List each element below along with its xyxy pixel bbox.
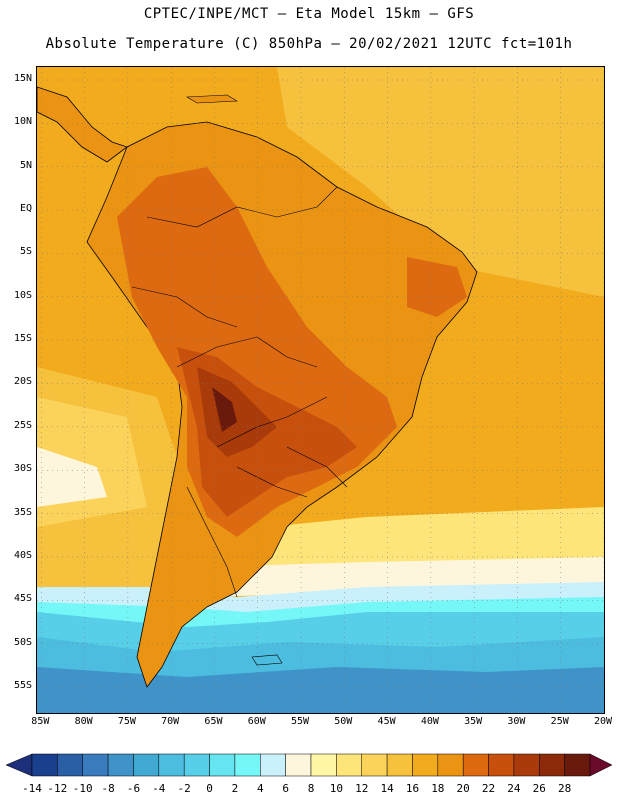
lon-label: 50W xyxy=(334,716,353,727)
legend-label: 6 xyxy=(282,782,289,795)
legend-swatch xyxy=(564,753,591,777)
legend-label: -14 xyxy=(22,782,42,795)
legend-swatch xyxy=(57,753,83,777)
country-borders xyxy=(131,186,348,598)
lon-label: 25W xyxy=(550,716,569,727)
lon-label: 20W xyxy=(593,716,613,727)
central-america xyxy=(37,86,128,163)
legend-colorbar xyxy=(5,753,613,777)
lon-label: 75W xyxy=(117,716,136,727)
legend-swatch xyxy=(158,753,185,777)
map-panel xyxy=(36,66,605,714)
legend-swatch xyxy=(336,753,362,777)
legend-label: 18 xyxy=(431,782,445,795)
lon-label: 40W xyxy=(420,716,439,727)
lat-label: 15N xyxy=(13,73,32,84)
pacific-band-8 xyxy=(37,447,107,507)
color-legend: -14 -12 -10 -8 -6 -4 -2 0 2 4 6 8 10 12 14 16 18 20 22 24 26… xyxy=(0,748,618,800)
legend-swatch xyxy=(82,753,109,777)
legend-label: 2 xyxy=(231,782,239,795)
legend-label: 8 xyxy=(307,782,315,795)
lon-label: 65W xyxy=(204,716,223,727)
lat-label: 10S xyxy=(13,289,32,301)
lat-label: 5N xyxy=(19,159,32,171)
legend-swatch xyxy=(285,753,312,777)
lat-label: 35S xyxy=(13,506,32,518)
legend-swatch xyxy=(488,753,515,777)
legend-swatch xyxy=(437,753,464,777)
legend-label: -10 xyxy=(72,782,93,795)
legend-swatch xyxy=(310,753,337,777)
legend-label: -8 xyxy=(101,782,115,795)
falkland-islands xyxy=(251,654,283,666)
lat-label: 25S xyxy=(13,419,32,431)
legend-swatch xyxy=(107,753,134,777)
lat-label: 40S xyxy=(13,549,32,561)
legend-label: 22 xyxy=(481,782,496,795)
lat-label: 50S xyxy=(13,636,32,648)
lat-label: 5S xyxy=(19,246,32,258)
land-band-26 xyxy=(197,367,277,457)
legend-swatch xyxy=(513,753,540,777)
lat-label: 55S xyxy=(13,679,32,691)
legend-swatch xyxy=(361,753,388,777)
lon-label: 60W xyxy=(247,716,266,727)
legend-label: 24 xyxy=(507,782,521,795)
legend-swatch xyxy=(462,753,489,777)
lon-label: 85W xyxy=(31,716,50,727)
legend-swatch xyxy=(260,753,286,777)
legend-label: 0 xyxy=(206,782,213,795)
lon-label: 45W xyxy=(377,716,396,727)
atlantic-warm-band xyxy=(277,67,604,297)
land-band-28 xyxy=(212,387,237,432)
legend-swatch xyxy=(183,753,210,777)
lon-label: 70W xyxy=(161,716,180,727)
lat-label: 20S xyxy=(13,376,32,388)
lon-label: 80W xyxy=(74,716,93,727)
legend-label: -6 xyxy=(126,782,141,795)
legend-swatch xyxy=(209,753,236,777)
lat-label: 10N xyxy=(13,116,32,128)
legend-label: -12 xyxy=(47,782,68,795)
legend-label: -2 xyxy=(177,782,191,795)
northeast-hotspot xyxy=(407,257,467,317)
title-line-1: CPTEC/INPE/MCT – Eta Model 15km – GFS xyxy=(143,6,475,22)
legend-swatch xyxy=(539,753,565,777)
legend-label: 28 xyxy=(558,782,572,795)
lat-label: 15S xyxy=(13,333,32,345)
lat-label: 45S xyxy=(13,593,32,605)
legend-label: 20 xyxy=(456,782,470,795)
cold-band-m6 xyxy=(37,667,604,713)
lat-label: 30S xyxy=(13,463,32,475)
legend-swatch xyxy=(386,753,413,777)
legend-label: 14 xyxy=(380,782,394,795)
caribbean-island xyxy=(185,94,239,104)
legend-low-arrow xyxy=(5,753,33,777)
legend-label: 4 xyxy=(256,782,264,795)
legend-label: 26 xyxy=(532,782,546,795)
lon-label: 30W xyxy=(507,716,526,727)
legend-label: -4 xyxy=(152,782,166,795)
legend-swatch xyxy=(133,753,160,777)
temperature-map xyxy=(37,67,604,713)
lon-label: 35W xyxy=(464,716,483,727)
legend-label: 12 xyxy=(355,782,369,795)
lat-label: EQ xyxy=(19,203,32,215)
legend-swatch xyxy=(234,753,261,777)
lon-label: 55W xyxy=(290,716,310,727)
legend-label: 10 xyxy=(329,782,343,795)
legend-swatch xyxy=(412,753,439,777)
title-line-2: Absolute Temperature (C) 850hPa – 20/02/… xyxy=(45,36,573,52)
legend-high-arrow xyxy=(589,753,613,777)
legend-label: 16 xyxy=(405,782,420,795)
legend-swatch xyxy=(31,753,58,777)
